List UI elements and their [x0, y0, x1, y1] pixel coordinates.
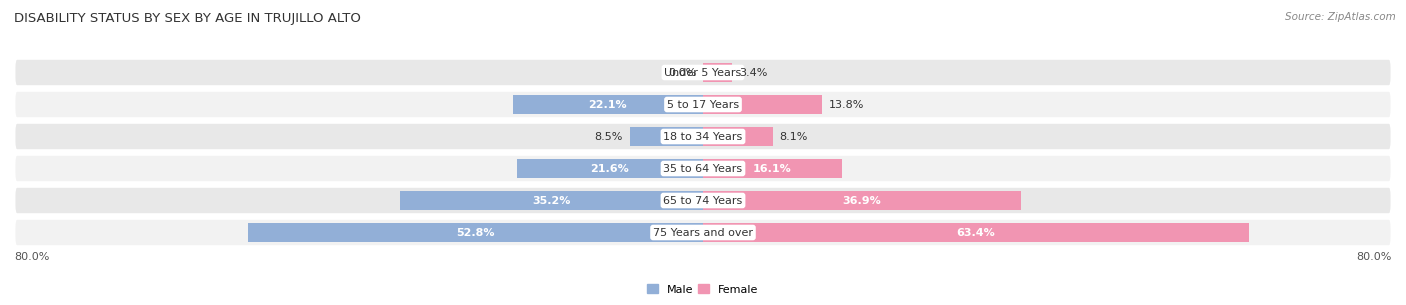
Legend: Male, Female: Male, Female	[643, 280, 763, 299]
Text: 35.2%: 35.2%	[533, 196, 571, 206]
FancyBboxPatch shape	[14, 154, 1392, 183]
Text: 80.0%: 80.0%	[14, 252, 49, 262]
Text: 52.8%: 52.8%	[457, 228, 495, 238]
Text: Source: ZipAtlas.com: Source: ZipAtlas.com	[1285, 12, 1396, 22]
Bar	[703, 159, 842, 178]
Text: 22.1%: 22.1%	[589, 99, 627, 109]
Text: DISABILITY STATUS BY SEX BY AGE IN TRUJILLO ALTO: DISABILITY STATUS BY SEX BY AGE IN TRUJI…	[14, 12, 361, 25]
Text: 16.1%: 16.1%	[754, 163, 792, 174]
Text: Under 5 Years: Under 5 Years	[665, 67, 741, 77]
FancyBboxPatch shape	[14, 122, 1392, 151]
Text: 63.4%: 63.4%	[956, 228, 995, 238]
Bar	[517, 159, 703, 178]
Bar	[703, 63, 733, 82]
Bar	[249, 223, 703, 242]
Text: 18 to 34 Years: 18 to 34 Years	[664, 131, 742, 142]
Text: 13.8%: 13.8%	[828, 99, 865, 109]
Text: 21.6%: 21.6%	[591, 163, 630, 174]
Text: 0.0%: 0.0%	[668, 67, 696, 77]
Bar	[399, 191, 703, 210]
Text: 36.9%: 36.9%	[842, 196, 882, 206]
Text: 35 to 64 Years: 35 to 64 Years	[664, 163, 742, 174]
Text: 75 Years and over: 75 Years and over	[652, 228, 754, 238]
Text: 65 to 74 Years: 65 to 74 Years	[664, 196, 742, 206]
Bar	[513, 95, 703, 114]
Text: 5 to 17 Years: 5 to 17 Years	[666, 99, 740, 109]
Bar	[703, 223, 1249, 242]
Bar	[703, 95, 823, 114]
Text: 8.5%: 8.5%	[595, 131, 623, 142]
Text: 80.0%: 80.0%	[1357, 252, 1392, 262]
Bar	[703, 127, 773, 146]
FancyBboxPatch shape	[14, 90, 1392, 119]
FancyBboxPatch shape	[14, 186, 1392, 215]
Bar	[703, 191, 1021, 210]
Bar	[630, 127, 703, 146]
FancyBboxPatch shape	[14, 59, 1392, 87]
FancyBboxPatch shape	[14, 218, 1392, 246]
Text: 3.4%: 3.4%	[740, 67, 768, 77]
Text: 8.1%: 8.1%	[780, 131, 808, 142]
